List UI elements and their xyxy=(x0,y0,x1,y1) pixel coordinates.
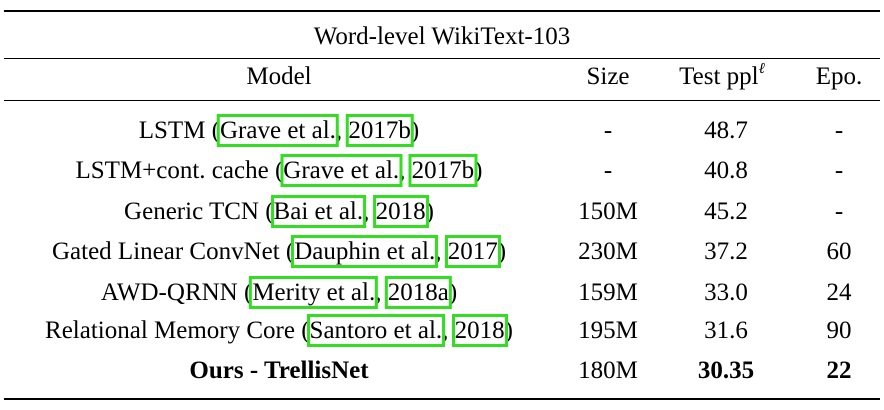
citation-separator: , xyxy=(375,279,388,306)
citation-author-link[interactable]: Santoro et al. xyxy=(306,314,446,347)
citation-author-link[interactable]: Merity et al. xyxy=(249,276,379,309)
citation-year-link[interactable]: 2018a xyxy=(384,276,452,309)
row-size: 159M xyxy=(578,279,638,306)
model-prefix: AWD-QRNN ( xyxy=(100,279,253,306)
citation-year-link[interactable]: 2018 xyxy=(451,314,508,347)
model-prefix: Gated Linear ConvNet ( xyxy=(51,238,295,265)
model-suffix: ) xyxy=(448,279,458,306)
header-rule xyxy=(4,100,880,101)
row-size: 150M xyxy=(578,198,638,225)
row-epochs: - xyxy=(834,157,844,184)
row-ppl: 37.2 xyxy=(704,238,748,265)
model-suffix: ) xyxy=(497,238,507,265)
row-size: - xyxy=(603,157,613,184)
top-rule xyxy=(4,10,880,12)
row-size: 230M xyxy=(578,238,638,265)
model-suffix: ) xyxy=(425,198,434,225)
citation-author-link[interactable]: Dauphin et al. xyxy=(291,235,439,268)
row-ppl: 31.6 xyxy=(704,317,748,344)
header-test-ppl-label: Test ppl xyxy=(679,63,759,90)
row-model: AWD-QRNN (Merity et al., 2018a) xyxy=(100,276,458,309)
table-title: Word-level WikiText-103 xyxy=(313,23,571,50)
ours-size: 180M xyxy=(578,357,638,384)
row-size: - xyxy=(603,117,613,144)
model-prefix: LSTM+cont. cache ( xyxy=(75,157,284,184)
row-epochs: 60 xyxy=(826,238,852,265)
bottom-rule xyxy=(4,398,880,400)
citation-separator: , xyxy=(335,117,349,144)
title-rule xyxy=(4,58,880,59)
header-test-ppl-sup: ℓ xyxy=(758,61,765,77)
citation-separator: , xyxy=(435,238,448,265)
row-model: Relational Memory Core (Santoro et al., … xyxy=(45,314,513,347)
row-epochs: - xyxy=(834,198,844,225)
citation-year-link[interactable]: 2017b xyxy=(408,154,478,187)
citation-separator: , xyxy=(363,198,376,225)
citation-year-link[interactable]: 2017b xyxy=(345,114,414,147)
row-model: Gated Linear ConvNet (Dauphin et al., 20… xyxy=(51,235,507,268)
citation-year-link[interactable]: 2017 xyxy=(444,235,501,268)
citation-separator: , xyxy=(442,317,455,344)
model-suffix: ) xyxy=(410,117,420,144)
citation-author-link[interactable]: Grave et al. xyxy=(280,154,403,187)
header-test-ppl: Test pplℓ xyxy=(679,62,765,92)
model-prefix: Generic TCN ( xyxy=(124,198,274,225)
row-size: 195M xyxy=(578,317,638,344)
row-model: LSTM+cont. cache (Grave et al., 2017b) xyxy=(75,154,483,187)
row-ppl: 40.8 xyxy=(704,157,748,184)
row-model: Generic TCN (Bai et al., 2018) xyxy=(124,195,434,228)
header-model: Model xyxy=(246,63,312,90)
ours-model: Ours - TrellisNet xyxy=(189,357,369,384)
row-epochs: 24 xyxy=(826,279,852,306)
row-ppl: 45.2 xyxy=(704,198,748,225)
row-epochs: - xyxy=(834,117,844,144)
model-suffix: ) xyxy=(474,157,483,184)
header-size: Size xyxy=(586,63,630,90)
header-epochs: Epo. xyxy=(815,63,863,90)
citation-author-link[interactable]: Bai et al. xyxy=(270,195,367,228)
citation-author-link[interactable]: Grave et al. xyxy=(217,114,339,147)
model-suffix: ) xyxy=(504,317,513,344)
ours-epochs: 22 xyxy=(826,357,852,384)
row-model: LSTM (Grave et al., 2017b) xyxy=(138,114,420,147)
ours-ppl: 30.35 xyxy=(697,357,755,384)
model-prefix: Relational Memory Core ( xyxy=(45,317,310,344)
citation-separator: , xyxy=(399,157,412,184)
row-ppl: 33.0 xyxy=(704,279,748,306)
row-epochs: 90 xyxy=(826,317,852,344)
citation-year-link[interactable]: 2018 xyxy=(372,195,429,228)
row-ppl: 48.7 xyxy=(704,117,748,144)
model-prefix: LSTM ( xyxy=(138,117,221,144)
